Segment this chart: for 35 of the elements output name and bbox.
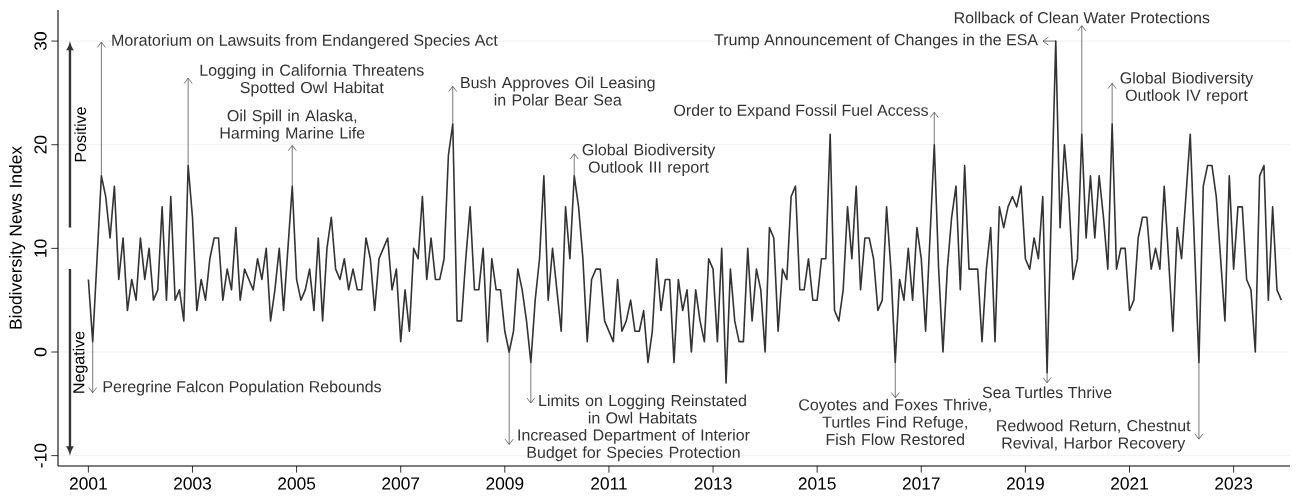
annotation: Trump Announcement of Changes in the ESA [714, 33, 1038, 49]
y-tick-label: 10 [34, 239, 47, 257]
x-tick-label: 2009 [486, 477, 524, 490]
annotation: Oil Spill in Alaska, Harming Marine Life [220, 109, 365, 142]
annotation: Sea Turtles Thrive [982, 386, 1112, 399]
annotation: Positive [74, 107, 87, 162]
x-tick-label: 2007 [382, 477, 420, 490]
annotation: Negative [72, 331, 88, 393]
x-tick-label: 2015 [798, 477, 836, 490]
annotation: Redwood Return, Chestnut Revival, Harbor Recovery [997, 419, 1191, 452]
annotation: Global Biodiversity Outlook IV report [1120, 71, 1254, 105]
annotation: Increased Department of Interior Budget for Species Protection [518, 428, 750, 462]
x-tick-label: 2013 [694, 477, 732, 490]
x-tick-label: 2005 [278, 477, 316, 490]
x-tick-label: 2017 [902, 477, 940, 490]
y-tick-label: 0 [34, 347, 47, 357]
y-axis-title: Biodiversity News Index [9, 146, 26, 329]
annotation: Coyotes and Foxes Thrive, Turtles Find Refuge, Fish Flow Restored [799, 398, 991, 446]
x-tick-label: 2011 [591, 477, 627, 490]
annotation: Rollback of Clean Water Protections [954, 11, 1210, 24]
annotation: Global Biodiversity Outlook III report [582, 143, 716, 176]
x-tick-label: 2019 [1006, 477, 1044, 490]
annotation: Logging in California Threatens Spotted Owl Habitat [200, 64, 424, 97]
x-tick-label: 2023 [1215, 477, 1253, 490]
y-tick-label: 20 [34, 135, 47, 154]
annotation: Order to Expand Fossil Fuel Access [674, 104, 929, 120]
x-tick-label: 2001 [69, 477, 107, 490]
annotation: Bush Approves Oil Leasing in Polar Bear Sea [461, 76, 655, 106]
annotation: Moratorium on Lawsuits from Endangered Species Act [112, 34, 498, 50]
y-tick-label: 30 [34, 32, 47, 51]
x-tick-label: 2021 [1111, 477, 1148, 490]
annotation: Peregrine Falcon Population Rebounds [103, 380, 382, 396]
x-tick-label: 2003 [174, 477, 211, 490]
y-tick-label: -10 [34, 443, 47, 468]
annotation: Limits on Logging Reinstated in Owl Habitats [539, 394, 746, 424]
